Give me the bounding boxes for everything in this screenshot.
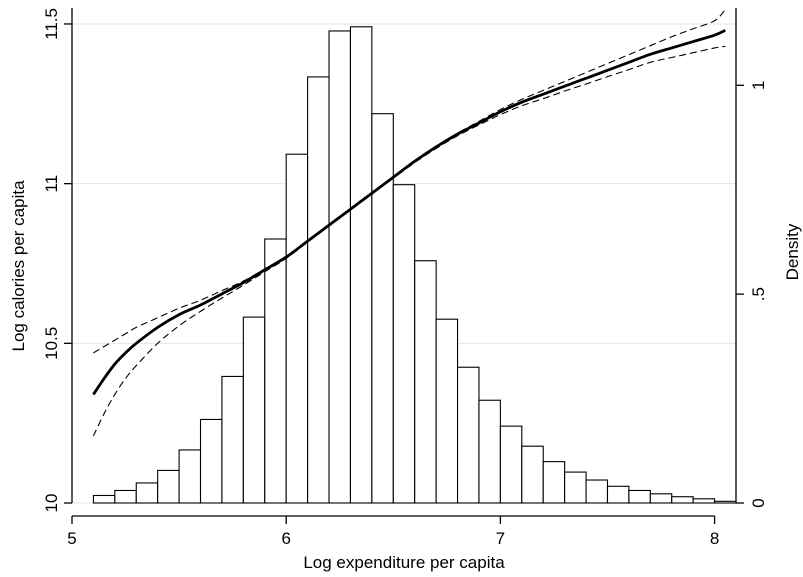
histogram-bar [114, 489, 137, 504]
fit-lines [92, 9, 726, 437]
histogram-bar [199, 418, 223, 504]
x-tick-label: 8 [710, 529, 719, 548]
y2-tick-label: .5 [749, 287, 768, 301]
y-tick-label: 11.5 [42, 8, 61, 40]
histogram-bar [456, 366, 480, 504]
confidence-band-line-1 [93, 9, 726, 354]
y-tick-label: 11 [42, 175, 61, 193]
histogram-bar [392, 184, 416, 504]
histogram-bar [264, 238, 287, 504]
histogram-bars [92, 26, 737, 504]
histogram-bar [285, 153, 309, 504]
fitted-line [92, 29, 726, 396]
y-tick-label: 10 [42, 494, 61, 513]
y-axis-title: Log calories per capita [9, 180, 28, 352]
histogram-bar [649, 493, 673, 504]
histogram-bar [242, 316, 266, 504]
histogram-bar [221, 375, 244, 504]
x-tick-label: 5 [67, 529, 76, 548]
histogram-bar [628, 489, 651, 504]
axes: 5 6 7 8 10 10.5 11 11.5 0 .5 1 [42, 8, 768, 548]
histogram-bar [349, 26, 373, 504]
y2-tick-label: 1 [749, 81, 768, 90]
histogram-bar [499, 425, 523, 504]
confidence-band-line-2 [92, 45, 726, 437]
histogram-bar [414, 260, 437, 504]
histogram-bar [328, 30, 352, 504]
histogram-bar [692, 498, 716, 504]
histogram-bar [178, 449, 202, 504]
histogram-bar [585, 479, 609, 504]
histogram-bar [714, 500, 737, 504]
histogram-bar [157, 469, 180, 504]
histogram-bar [135, 482, 159, 504]
x-axis-title: Log expenditure per capita [303, 553, 505, 572]
histogram-bar [521, 445, 544, 504]
x-tick-label: 7 [496, 529, 505, 548]
histogram-bar [371, 113, 394, 504]
histogram-bar [564, 471, 587, 504]
y-tick-label: 10.5 [42, 327, 61, 360]
histogram-bar [92, 494, 116, 504]
histogram-bar [307, 76, 330, 504]
histogram-bar [478, 399, 501, 504]
x-tick-label: 6 [281, 529, 290, 548]
histogram-bar [542, 461, 566, 504]
histogram-bar [435, 318, 459, 504]
y2-tick-label: 0 [749, 498, 768, 507]
histogram-bar [606, 485, 630, 504]
y2-axis-title: Density [783, 223, 802, 280]
histogram-bar [671, 496, 694, 504]
